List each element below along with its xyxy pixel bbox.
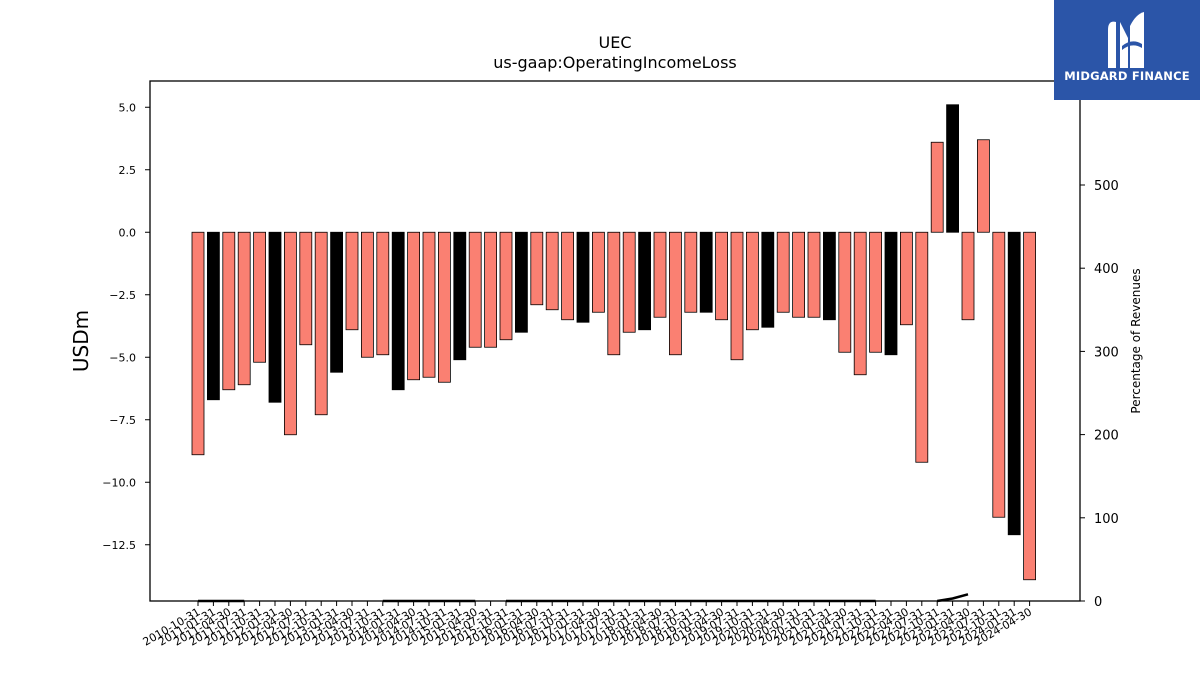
midgard-finance-logo: MIDGARD FINANCE bbox=[1054, 0, 1200, 100]
bar bbox=[407, 231, 421, 381]
bars-layer bbox=[191, 104, 1036, 581]
bar bbox=[684, 231, 698, 313]
x-axis: 2010-10-312011-01-312011-04-302011-07-31… bbox=[141, 601, 1034, 649]
bar bbox=[746, 231, 759, 331]
bar bbox=[345, 231, 359, 331]
y-tick-label: −2.5 bbox=[109, 289, 136, 302]
y-tick-label: −7.5 bbox=[109, 414, 136, 427]
bar bbox=[761, 231, 775, 328]
chart-title: UEC bbox=[598, 33, 632, 52]
logo-text: MIDGARD FINANCE bbox=[1064, 69, 1190, 83]
bar bbox=[853, 231, 867, 376]
midgard-logo-icon bbox=[1108, 12, 1144, 68]
bar bbox=[561, 231, 574, 321]
bar bbox=[869, 231, 882, 353]
bar bbox=[222, 231, 236, 391]
bar bbox=[437, 231, 451, 383]
plot-frame bbox=[149, 80, 1081, 602]
y2-tick-label: 0 bbox=[1094, 595, 1102, 610]
bar bbox=[730, 231, 744, 361]
bar bbox=[977, 139, 990, 233]
bar bbox=[545, 231, 559, 311]
bar bbox=[530, 231, 544, 306]
bar bbox=[900, 231, 913, 326]
bar bbox=[930, 141, 944, 233]
bar bbox=[915, 231, 929, 463]
bar bbox=[946, 104, 959, 233]
y-tick-label: 0.0 bbox=[119, 226, 137, 239]
y-axis-left: 5.0 2.5 0.0 −2.5 −5.0 −7.5 −10.0 −12.5 bbox=[102, 101, 150, 552]
bar bbox=[253, 231, 267, 363]
bar bbox=[391, 231, 405, 391]
y2-tick-label: 400 bbox=[1094, 262, 1119, 277]
bar bbox=[376, 231, 390, 356]
y2-tick-label: 100 bbox=[1094, 512, 1119, 527]
bar bbox=[792, 231, 805, 318]
bar bbox=[838, 231, 852, 353]
bar bbox=[622, 231, 636, 333]
bar bbox=[715, 231, 728, 321]
bar bbox=[961, 231, 975, 321]
pct-revenue-line-layer bbox=[198, 593, 969, 603]
bar bbox=[1023, 231, 1036, 581]
y-axis-label: USDm bbox=[69, 310, 93, 372]
bar bbox=[422, 231, 436, 378]
chart-subtitle: us-gaap:OperatingIncomeLoss bbox=[493, 53, 737, 72]
bar bbox=[453, 231, 467, 361]
bar bbox=[314, 231, 328, 416]
bar bbox=[206, 231, 220, 401]
bar bbox=[592, 231, 605, 313]
pct-revenue-line bbox=[937, 593, 969, 603]
bar bbox=[360, 231, 374, 358]
bar bbox=[499, 231, 513, 341]
bar bbox=[268, 231, 282, 403]
y2-axis-label: Percentage of Revenues bbox=[1129, 268, 1143, 413]
bar bbox=[191, 231, 205, 456]
bar bbox=[884, 231, 898, 356]
bar bbox=[576, 231, 590, 323]
bar bbox=[1007, 231, 1021, 536]
bar bbox=[776, 231, 790, 313]
bar bbox=[638, 231, 651, 331]
bar bbox=[283, 231, 297, 436]
bar bbox=[807, 231, 821, 318]
bar bbox=[484, 231, 498, 348]
y-tick-label: −12.5 bbox=[102, 539, 136, 552]
y2-tick-label: 200 bbox=[1094, 429, 1119, 444]
bar bbox=[992, 231, 1006, 518]
bar bbox=[607, 231, 621, 356]
bar bbox=[515, 231, 528, 333]
y2-tick-label: 500 bbox=[1094, 179, 1119, 194]
bar bbox=[653, 231, 667, 318]
bar bbox=[699, 231, 713, 313]
y2-tick-label: 300 bbox=[1094, 345, 1119, 360]
y-tick-label: 5.0 bbox=[119, 101, 137, 114]
bar bbox=[669, 231, 682, 356]
bar bbox=[823, 231, 836, 321]
bar bbox=[299, 231, 313, 346]
y-axis-right: 0 100 200 300 400 500 bbox=[1080, 179, 1119, 610]
y-tick-label: 2.5 bbox=[119, 164, 137, 177]
y-tick-label: −10.0 bbox=[102, 476, 136, 489]
bar bbox=[330, 231, 344, 373]
bar bbox=[468, 231, 482, 348]
y-tick-label: −5.0 bbox=[109, 351, 136, 364]
bar bbox=[237, 231, 251, 386]
